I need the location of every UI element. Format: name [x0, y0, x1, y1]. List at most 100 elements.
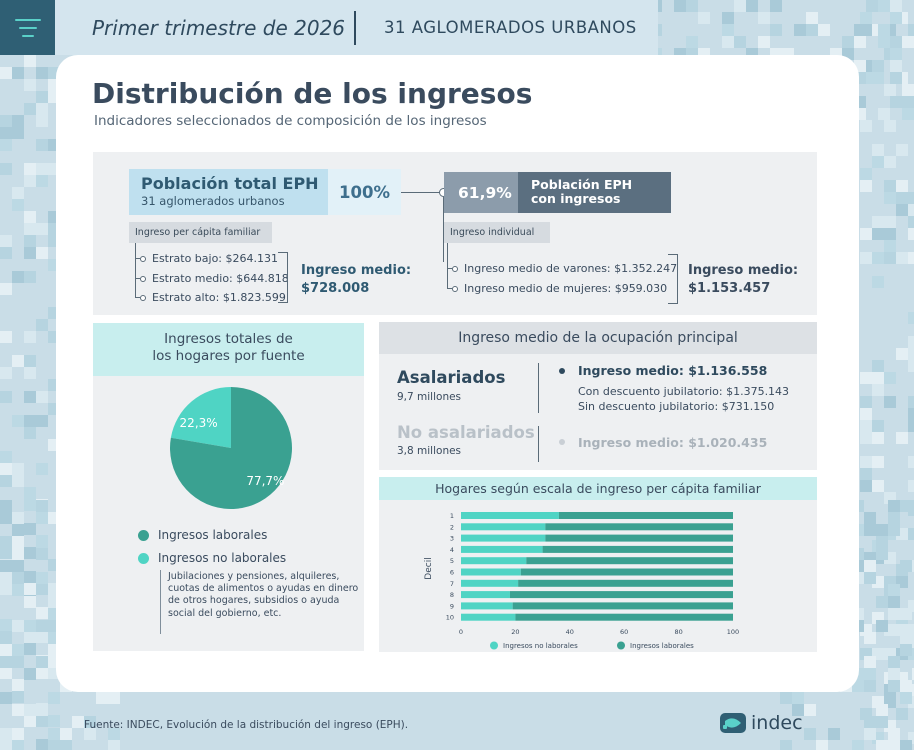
- per-capita-ingreso-medio: Ingreso medio: $728.008: [301, 263, 412, 296]
- individual-label: Ingreso individual: [444, 222, 550, 243]
- x-tick-label: 40: [566, 628, 574, 636]
- con-descuento: Con descuento jubilatorio: $1.375.143: [578, 385, 790, 398]
- legend-swatch: [617, 641, 625, 650]
- legend-ingresos-no-laborales: Ingresos no laborales: [138, 551, 286, 565]
- poblacion-ingresos-box: Población EPH con ingresos: [518, 172, 671, 213]
- x-tick-label: 60: [620, 628, 628, 636]
- bar-laborales-decil-5: [526, 557, 733, 565]
- fuentes-title: Ingresos totales de los hogares por fuen…: [93, 323, 364, 376]
- asalariados-divider: [538, 363, 539, 413]
- legend-swatch: [490, 641, 498, 650]
- pie-slice-laborales: [170, 387, 292, 509]
- poblacion-ingresos-pct: 61,9%: [444, 172, 518, 213]
- x-tick-label: 80: [674, 628, 682, 636]
- decil-tick-label: 5: [450, 557, 454, 565]
- fuentes-panel: Ingresos totales de los hogares por fuen…: [93, 323, 364, 651]
- decil-tick-label: 9: [450, 602, 454, 610]
- bar-no-laborales-decil-1: [461, 512, 559, 519]
- estrato-bajo: Estrato bajo: $264.131: [135, 252, 278, 265]
- bar-no-laborales-decil-4: [461, 545, 543, 553]
- asalariados-ingreso-medio: Ingreso medio: $1.136.558: [578, 363, 768, 378]
- legend-label: Ingresos laborales: [630, 642, 694, 650]
- legend-ingresos-laborales: Ingresos laborales: [138, 528, 267, 542]
- no-asalariados-divider: [538, 426, 539, 462]
- poblacion-ingresos-label-1: Población EPH: [531, 177, 633, 192]
- bar-laborales-decil-3: [545, 534, 733, 542]
- bar-no-laborales-decil-10: [461, 613, 516, 621]
- estrato-medio: Estrato medio: $644.818: [135, 272, 289, 285]
- poblacion-total-sub: 31 aglomerados urbanos: [141, 194, 285, 208]
- bar-laborales-decil-1: [558, 512, 733, 519]
- bar-no-laborales-decil-2: [461, 523, 546, 531]
- estrato-alto: Estrato alto: $1.823.599: [135, 291, 286, 304]
- individual-ingreso-medio: Ingreso medio: $1.153.457: [688, 263, 799, 296]
- bar-no-laborales-decil-7: [461, 579, 519, 587]
- pie-slice-no-laborales: [170, 387, 231, 448]
- hamburger-menu-icon[interactable]: [0, 0, 55, 55]
- decil-tick-label: 3: [450, 535, 454, 543]
- no-laborales-note: Jubilaciones y pensiones, alquileres, cu…: [168, 571, 359, 619]
- page-subtitle: Indicadores seleccionados de composición…: [94, 113, 487, 129]
- bar-laborales-decil-10: [515, 613, 733, 621]
- sin-descuento: Sin descuento jubilatorio: $731.150: [578, 400, 775, 413]
- page-title: Distribución de los ingresos: [92, 77, 533, 110]
- decil-tick-label: 6: [450, 569, 454, 577]
- header-bar: Primer trimestre de 2026 31 AGLOMERADOS …: [55, 0, 658, 55]
- bar-laborales-decil-8: [509, 591, 733, 599]
- decil-tick-label: 2: [450, 523, 454, 531]
- individual-bracket: [668, 254, 678, 304]
- per-capita-tree-line: [135, 243, 136, 298]
- footer-source: Fuente: INDEC, Evolución de la distribuc…: [84, 719, 409, 731]
- asalariados-bullet: [559, 368, 565, 374]
- coverage-title: 31 AGLOMERADOS URBANOS: [384, 18, 637, 37]
- connector-line: [401, 192, 442, 193]
- x-tick-label: 100: [727, 628, 739, 636]
- fuentes-pie-chart: 22,3% 77,7%: [170, 387, 292, 509]
- x-tick-label: 20: [511, 628, 519, 636]
- bar-laborales-decil-6: [520, 568, 733, 576]
- header-divider: [354, 10, 356, 45]
- ingreso-varones: Ingreso medio de varones: $1.352.247: [447, 262, 677, 275]
- ocupacion-title: Ingreso medio de la ocupación principal: [379, 322, 817, 354]
- ingreso-mujeres: Ingreso medio de mujeres: $959.030: [447, 282, 667, 295]
- decil-tick-label: 10: [446, 614, 454, 622]
- no-asalariados-ingreso-medio: Ingreso medio: $1.020.435: [578, 435, 768, 450]
- bar-no-laborales-decil-8: [461, 591, 510, 599]
- bar-no-laborales-decil-9: [461, 602, 513, 610]
- decil-tick-label: 7: [450, 580, 454, 588]
- pie-label: 77,7%: [246, 474, 284, 488]
- bar-laborales-decil-7: [518, 579, 733, 587]
- connector-vertical: [443, 197, 444, 262]
- bar-no-laborales-decil-5: [461, 557, 527, 565]
- individual-tree-line: [447, 243, 448, 289]
- pie-label: 22,3%: [180, 416, 218, 430]
- main-card: Distribución de los ingresos Indicadores…: [56, 55, 859, 692]
- bar-laborales-decil-4: [542, 545, 733, 553]
- indec-logo-icon: [720, 713, 746, 733]
- legend-label: Ingresos no laborales: [503, 642, 578, 650]
- asalariados-label: Asalariados: [397, 368, 506, 387]
- hogares-chart-title: Hogares según escala de ingreso per cápi…: [379, 477, 817, 500]
- hogares-panel: Hogares según escala de ingreso per cápi…: [379, 477, 817, 652]
- poblacion-total-pct: 100%: [328, 169, 401, 215]
- poblacion-ingresos-label-2: con ingresos: [531, 191, 621, 206]
- no-asalariados-bullet: [559, 439, 565, 445]
- indec-logo[interactable]: indec: [720, 711, 803, 735]
- ocupacion-panel: Ingreso medio de la ocupación principal …: [379, 322, 817, 470]
- note-line: [160, 570, 161, 634]
- decil-tick-label: 4: [450, 546, 454, 554]
- bar-laborales-decil-2: [545, 523, 733, 531]
- bar-laborales-decil-9: [512, 602, 733, 610]
- no-asalariados-label: No asalariados: [397, 423, 535, 442]
- per-capita-bracket: [278, 252, 288, 303]
- x-tick-label: 0: [459, 628, 463, 636]
- period-title: Primer trimestre de 2026: [92, 15, 346, 40]
- asalariados-count: 9,7 millones: [397, 391, 462, 403]
- population-panel: Población total EPH 31 aglomerados urban…: [93, 152, 817, 315]
- poblacion-total-box: Población total EPH 31 aglomerados urban…: [129, 169, 328, 215]
- decil-tick-label: 1: [450, 512, 454, 520]
- poblacion-total-label: Población total EPH: [141, 174, 319, 193]
- indec-logo-text: indec: [751, 712, 803, 734]
- bar-no-laborales-decil-3: [461, 534, 546, 542]
